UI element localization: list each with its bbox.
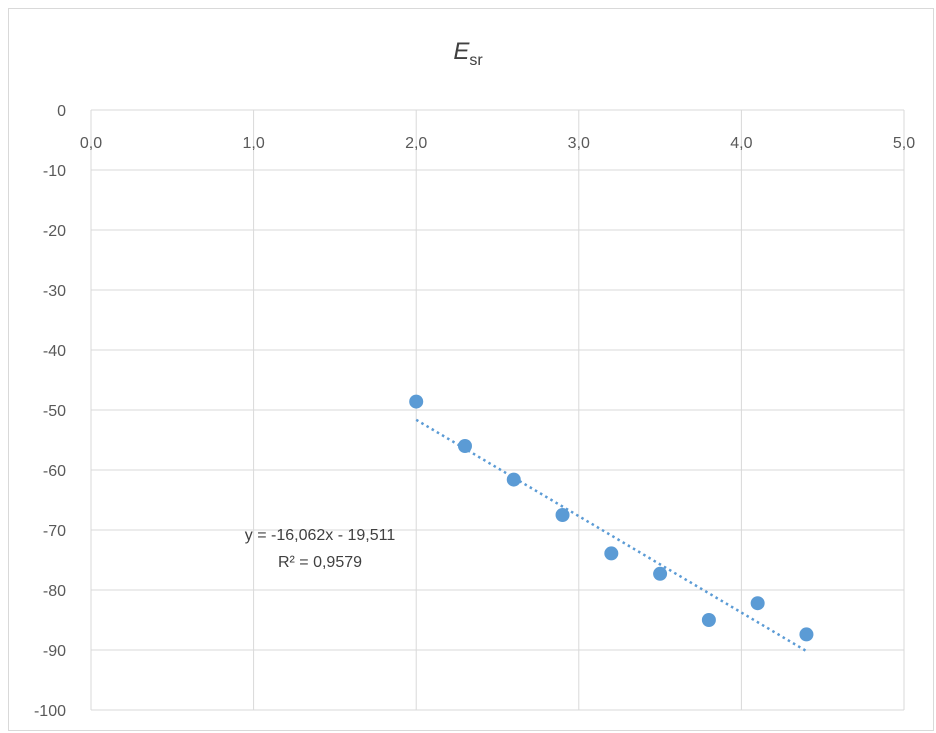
- data-point: [604, 546, 619, 561]
- y-tick-label: -50: [43, 403, 66, 420]
- y-tick-label: -70: [43, 523, 66, 540]
- y-tick-label: 0: [57, 103, 66, 120]
- grid-lines: [90, 109, 905, 711]
- y-tick-label: -60: [43, 463, 66, 480]
- y-tick-label: -80: [43, 583, 66, 600]
- x-tick-label: 0,0: [80, 135, 102, 152]
- y-tick-labels: 0 -10 -20 -30 -40 -50 -60 -70 -80 -90 -100: [34, 103, 66, 720]
- data-points: [409, 394, 814, 642]
- y-tick-label: -10: [43, 163, 66, 180]
- data-point: [409, 394, 424, 409]
- data-point: [701, 613, 716, 627]
- chart-title-main: E: [453, 38, 470, 65]
- x-tick-label: 1,0: [242, 135, 264, 152]
- trendline-equation: y = -16,062x - 19,511: [245, 527, 396, 544]
- data-point: [653, 566, 668, 581]
- y-tick-label: -30: [43, 283, 66, 300]
- y-tick-label: -20: [43, 223, 66, 240]
- data-point: [457, 439, 472, 453]
- data-point: [799, 627, 814, 642]
- data-point: [750, 596, 765, 611]
- chart-title-subscript: sr: [469, 52, 483, 69]
- y-tick-label: -100: [34, 703, 66, 720]
- trendline: [415, 418, 808, 653]
- trendline-group: [415, 418, 808, 653]
- trendline-r2: R² = 0,9579: [278, 554, 362, 571]
- x-tick-label: 2,0: [405, 135, 427, 152]
- x-tick-label: 5,0: [893, 135, 915, 152]
- data-point: [555, 508, 570, 522]
- x-tick-label: 3,0: [568, 135, 590, 152]
- chart-frame: [8, 8, 934, 731]
- y-tick-label: -90: [43, 643, 66, 660]
- data-point: [506, 472, 521, 487]
- x-tick-label: 4,0: [730, 135, 752, 152]
- chart-title: Esr: [0, 38, 936, 70]
- x-tick-labels: 0,0 1,0 2,0 3,0 4,0 5,0: [80, 135, 915, 152]
- y-tick-label: -40: [43, 343, 66, 360]
